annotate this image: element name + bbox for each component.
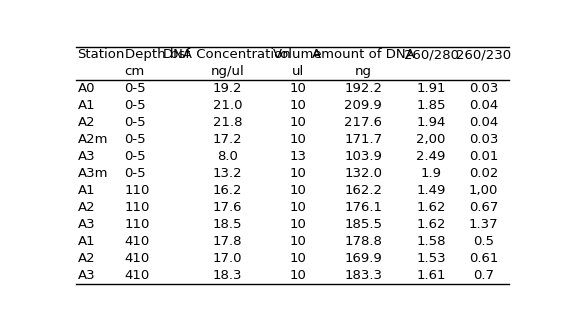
Text: 1.37: 1.37: [469, 218, 498, 231]
Text: A1: A1: [78, 235, 95, 248]
Text: 132.0: 132.0: [344, 167, 382, 180]
Text: A2m: A2m: [78, 133, 108, 146]
Text: ng: ng: [355, 65, 372, 78]
Text: 0.04: 0.04: [469, 116, 498, 129]
Text: ul: ul: [292, 65, 304, 78]
Text: 185.5: 185.5: [344, 218, 382, 231]
Text: 0.03: 0.03: [469, 133, 498, 146]
Text: 13: 13: [289, 150, 307, 163]
Text: Depth bsf: Depth bsf: [124, 48, 190, 61]
Text: 17.8: 17.8: [212, 235, 242, 248]
Text: 0.7: 0.7: [473, 269, 494, 282]
Text: A3m: A3m: [78, 167, 108, 180]
Text: 10: 10: [289, 269, 306, 282]
Text: 10: 10: [289, 133, 306, 146]
Text: 192.2: 192.2: [344, 83, 382, 96]
Text: Volume: Volume: [273, 48, 323, 61]
Text: A0: A0: [78, 83, 95, 96]
Text: 10: 10: [289, 116, 306, 129]
Text: Amount of DNA: Amount of DNA: [312, 48, 415, 61]
Text: 1.94: 1.94: [416, 116, 446, 129]
Text: A3: A3: [78, 218, 95, 231]
Text: 1.62: 1.62: [416, 218, 446, 231]
Text: 1.53: 1.53: [416, 252, 446, 265]
Text: A2: A2: [78, 116, 95, 129]
Text: 10: 10: [289, 218, 306, 231]
Text: 10: 10: [289, 235, 306, 248]
Text: DNA Concentration: DNA Concentration: [163, 48, 291, 61]
Text: 0.02: 0.02: [469, 167, 498, 180]
Text: 10: 10: [289, 184, 306, 197]
Text: 18.3: 18.3: [212, 269, 242, 282]
Text: 0.04: 0.04: [469, 99, 498, 112]
Text: 1.62: 1.62: [416, 201, 446, 214]
Text: 410: 410: [124, 235, 150, 248]
Text: 0.03: 0.03: [469, 83, 498, 96]
Text: 10: 10: [289, 201, 306, 214]
Text: 0-5: 0-5: [124, 83, 146, 96]
Text: 209.9: 209.9: [344, 99, 382, 112]
Text: 103.9: 103.9: [344, 150, 382, 163]
Text: 10: 10: [289, 83, 306, 96]
Text: 21.8: 21.8: [212, 116, 242, 129]
Text: 410: 410: [124, 252, 150, 265]
Text: A3: A3: [78, 150, 95, 163]
Text: A1: A1: [78, 184, 95, 197]
Text: 10: 10: [289, 252, 306, 265]
Text: 1.91: 1.91: [416, 83, 446, 96]
Text: 0.61: 0.61: [469, 252, 498, 265]
Text: 171.7: 171.7: [344, 133, 382, 146]
Text: A2: A2: [78, 201, 95, 214]
Text: ng/ul: ng/ul: [211, 65, 244, 78]
Text: 17.0: 17.0: [212, 252, 242, 265]
Text: A2: A2: [78, 252, 95, 265]
Text: 0-5: 0-5: [124, 116, 146, 129]
Text: 410: 410: [124, 269, 150, 282]
Text: cm: cm: [124, 65, 145, 78]
Text: Station: Station: [78, 48, 125, 61]
Text: 1.61: 1.61: [416, 269, 446, 282]
Text: 1.9: 1.9: [421, 167, 441, 180]
Text: 10: 10: [289, 167, 306, 180]
Text: 2.49: 2.49: [416, 150, 446, 163]
Text: 0-5: 0-5: [124, 133, 146, 146]
Text: 8.0: 8.0: [217, 150, 238, 163]
Text: 178.8: 178.8: [344, 235, 382, 248]
Text: 183.3: 183.3: [344, 269, 382, 282]
Text: A3: A3: [78, 269, 95, 282]
Text: 176.1: 176.1: [344, 201, 382, 214]
Text: 16.2: 16.2: [212, 184, 242, 197]
Text: 110: 110: [124, 201, 150, 214]
Text: 18.5: 18.5: [212, 218, 242, 231]
Text: 1,00: 1,00: [469, 184, 498, 197]
Text: A1: A1: [78, 99, 95, 112]
Text: 0.67: 0.67: [469, 201, 498, 214]
Text: 17.2: 17.2: [212, 133, 242, 146]
Text: 169.9: 169.9: [344, 252, 382, 265]
Text: 0.01: 0.01: [469, 150, 498, 163]
Text: 260/230: 260/230: [456, 48, 511, 61]
Text: 217.6: 217.6: [344, 116, 382, 129]
Text: 21.0: 21.0: [212, 99, 242, 112]
Text: 0-5: 0-5: [124, 167, 146, 180]
Text: 110: 110: [124, 184, 150, 197]
Text: 0.5: 0.5: [473, 235, 494, 248]
Text: 13.2: 13.2: [212, 167, 242, 180]
Text: 17.6: 17.6: [212, 201, 242, 214]
Text: 1.58: 1.58: [416, 235, 446, 248]
Text: 1.85: 1.85: [416, 99, 446, 112]
Text: 10: 10: [289, 99, 306, 112]
Text: 2,00: 2,00: [416, 133, 446, 146]
Text: 1.49: 1.49: [416, 184, 446, 197]
Text: 0-5: 0-5: [124, 150, 146, 163]
Text: 260/280: 260/280: [404, 48, 459, 61]
Text: 110: 110: [124, 218, 150, 231]
Text: 0-5: 0-5: [124, 99, 146, 112]
Text: 162.2: 162.2: [344, 184, 382, 197]
Text: 19.2: 19.2: [212, 83, 242, 96]
